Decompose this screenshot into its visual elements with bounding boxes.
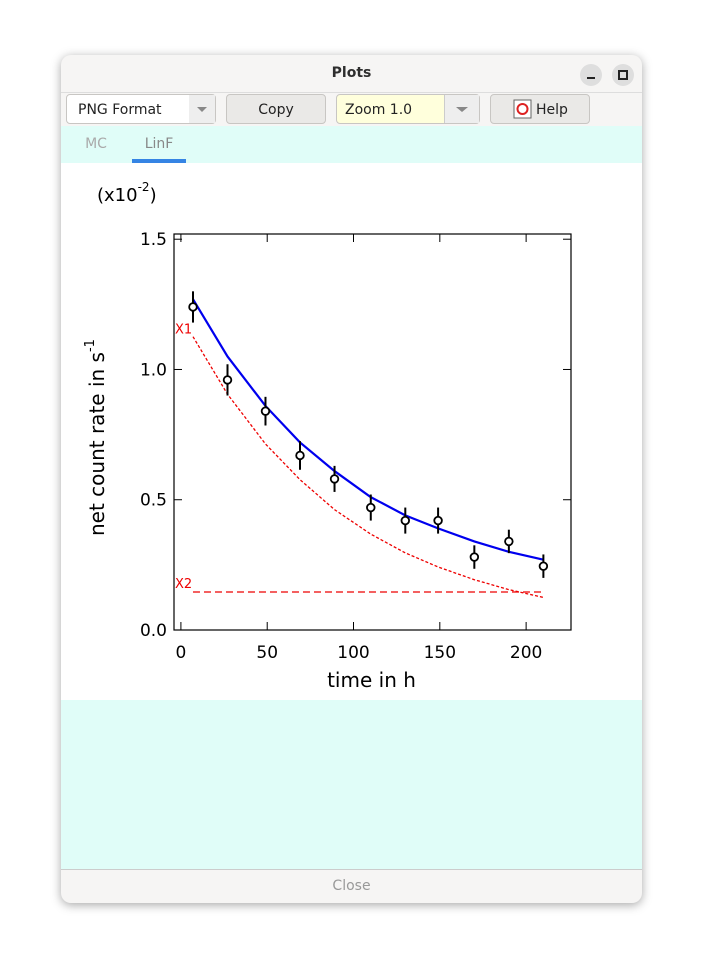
minimize-icon	[587, 77, 595, 79]
zoom-label: Zoom 1.0	[345, 102, 413, 118]
tab[interactable]: MC	[85, 136, 107, 152]
window-title: Plots	[331, 65, 372, 81]
tab-active[interactable]: LinF	[132, 126, 186, 163]
data-point	[433, 515, 443, 526]
data-point	[469, 552, 480, 562]
help-label: Help	[536, 102, 568, 118]
y-tick-label: 0.5	[140, 491, 167, 511]
curve-label: X2	[175, 577, 192, 592]
y-axis-label-sup: -1	[83, 339, 98, 352]
plot-frame	[173, 233, 572, 631]
x-tick-label: 100	[337, 643, 369, 663]
format-select[interactable]: PNG Format	[66, 94, 216, 124]
zoom-select[interactable]: Zoom 1.0	[336, 94, 480, 124]
minimize-button[interactable]	[580, 64, 602, 86]
data-point	[504, 536, 514, 547]
y-tick-label: 1.5	[140, 230, 167, 250]
empty-panel	[61, 700, 642, 869]
arrow-icon	[456, 107, 468, 112]
y-tick-label: 0.0	[140, 621, 167, 641]
multiplier-exp: -2	[138, 180, 150, 194]
arrow-icon	[197, 107, 207, 112]
data-point	[222, 375, 233, 385]
x-axis-label: time in h	[327, 668, 416, 692]
x-tick-label: 200	[510, 643, 542, 663]
window: Plots PNG Format Copy Zoom 1.0 Help MC L…	[61, 55, 642, 903]
dropdown-arrow	[444, 95, 479, 123]
tab-bar: MC LinF	[61, 126, 642, 163]
plot-area	[61, 163, 642, 700]
maximize-icon	[618, 70, 628, 80]
curve-label: X1	[175, 323, 192, 338]
x-tick-label: 0	[175, 643, 186, 663]
maximize-button[interactable]	[612, 64, 634, 86]
copy-button[interactable]: Copy	[226, 94, 326, 124]
x-tick-label: 150	[424, 643, 456, 663]
multiplier-base: (x10	[97, 185, 138, 206]
data-point	[329, 474, 340, 484]
y-tick-label: 1.0	[140, 360, 167, 380]
dropdown-arrow	[189, 95, 215, 123]
x-tick-label: 50	[256, 643, 278, 663]
format-label: PNG Format	[78, 102, 162, 118]
data-point	[260, 406, 271, 416]
data-point	[366, 502, 376, 513]
toolbar: PNG Format Copy Zoom 1.0 Help	[61, 92, 642, 127]
data-point	[295, 450, 305, 461]
y-axis-label-main: net count rate in s	[85, 352, 109, 536]
fit-line	[192, 298, 544, 561]
help-button[interactable]: Help	[490, 94, 590, 124]
help-icon	[513, 99, 532, 119]
multiplier-end: )	[150, 185, 157, 206]
close-button[interactable]: Close	[61, 869, 642, 903]
data-point	[538, 561, 549, 571]
data-point	[188, 302, 198, 312]
y-axis-label: net count rate in s-1	[83, 339, 109, 536]
data-point	[400, 515, 410, 526]
fit-line	[192, 336, 544, 599]
scale-multiplier: (x10-2)	[97, 180, 157, 206]
